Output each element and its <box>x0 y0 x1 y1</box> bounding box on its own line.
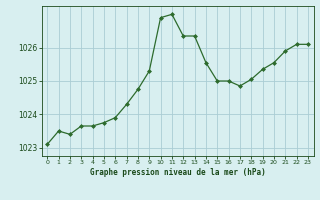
X-axis label: Graphe pression niveau de la mer (hPa): Graphe pression niveau de la mer (hPa) <box>90 168 266 177</box>
